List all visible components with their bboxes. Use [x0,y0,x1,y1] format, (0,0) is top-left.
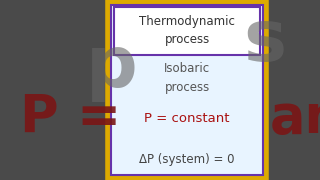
Text: P = constant: P = constant [144,111,230,125]
Text: Thermodynamic
process: Thermodynamic process [139,15,235,46]
Text: P =: P = [20,92,121,144]
FancyBboxPatch shape [108,2,266,178]
Text: p: p [86,33,138,102]
Text: s: s [244,8,286,76]
Text: ant: ant [270,92,320,144]
FancyBboxPatch shape [111,5,263,175]
Text: ΔP (system) = 0: ΔP (system) = 0 [139,154,235,166]
Text: Isobaric
process: Isobaric process [164,62,210,93]
FancyBboxPatch shape [114,7,260,55]
